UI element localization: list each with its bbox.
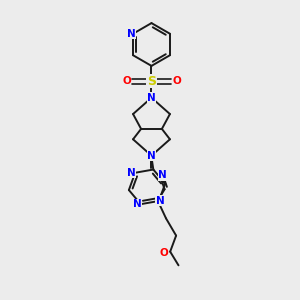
Text: N: N <box>127 29 136 39</box>
Text: N: N <box>147 93 156 103</box>
Text: N: N <box>147 151 156 160</box>
Text: N: N <box>133 199 142 209</box>
Text: N: N <box>158 170 167 180</box>
Text: O: O <box>172 76 181 86</box>
Text: O: O <box>122 76 131 86</box>
Text: S: S <box>147 75 156 88</box>
Text: O: O <box>159 248 168 258</box>
Text: N: N <box>156 196 164 206</box>
Text: N: N <box>127 168 135 178</box>
